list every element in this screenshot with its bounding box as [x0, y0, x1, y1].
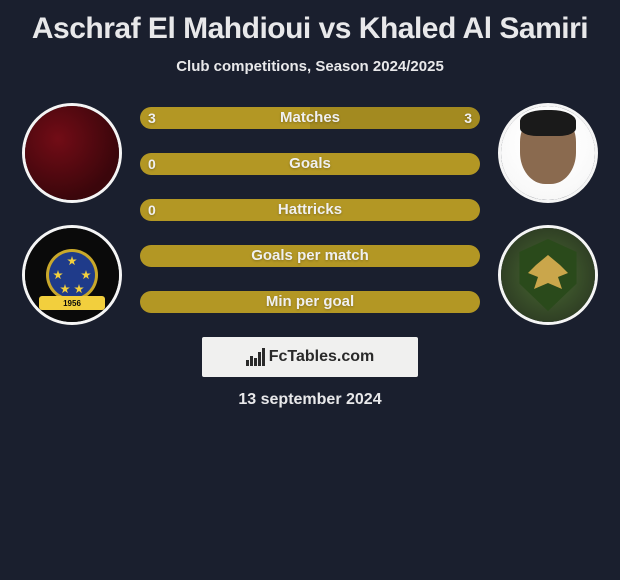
player-right-avatar	[498, 103, 598, 203]
stat-value-left: 0	[148, 153, 156, 175]
player-left-avatar-graphic	[25, 106, 119, 200]
left-player-column: 1956	[22, 103, 122, 325]
watermark: FcTables.com	[202, 337, 418, 377]
stat-label: Matches	[140, 107, 480, 129]
club-right-badge-graphic	[501, 228, 595, 322]
stat-row: Goals0	[140, 153, 480, 175]
stat-row: Min per goal	[140, 291, 480, 313]
date-text: 13 september 2024	[10, 391, 610, 409]
stat-row: Hattricks0	[140, 199, 480, 221]
falcon-icon	[528, 255, 568, 295]
stat-value-left: 3	[148, 107, 156, 129]
stat-value-right: 3	[464, 107, 472, 129]
right-player-column	[498, 103, 598, 325]
club-left-badge: 1956	[22, 225, 122, 325]
player-left-avatar	[22, 103, 122, 203]
page-title: Aschraf El Mahdioui vs Khaled Al Samiri	[10, 12, 610, 46]
stat-label: Goals per match	[140, 245, 480, 267]
subtitle: Club competitions, Season 2024/2025	[10, 58, 610, 75]
club-left-ball-icon	[49, 252, 95, 298]
stat-row: Matches3 3	[140, 107, 480, 129]
stat-value-left: 0	[148, 199, 156, 221]
chart-area: 1956 Matches33Goals0Hattricks0Goals per …	[10, 103, 610, 325]
player-right-avatar-graphic	[501, 106, 595, 200]
shield-icon	[517, 239, 579, 311]
club-left-badge-graphic: 1956	[25, 228, 119, 322]
watermark-text: FcTables.com	[269, 348, 375, 366]
club-left-year: 1956	[39, 296, 105, 310]
bar-chart-icon	[246, 348, 265, 366]
stat-label: Min per goal	[140, 291, 480, 313]
stat-row: Goals per match	[140, 245, 480, 267]
stat-label: Hattricks	[140, 199, 480, 221]
club-right-badge	[498, 225, 598, 325]
comparison-card: Aschraf El Mahdioui vs Khaled Al Samiri …	[0, 0, 620, 417]
stat-bars: Matches33Goals0Hattricks0Goals per match…	[140, 103, 480, 313]
stat-label: Goals	[140, 153, 480, 175]
